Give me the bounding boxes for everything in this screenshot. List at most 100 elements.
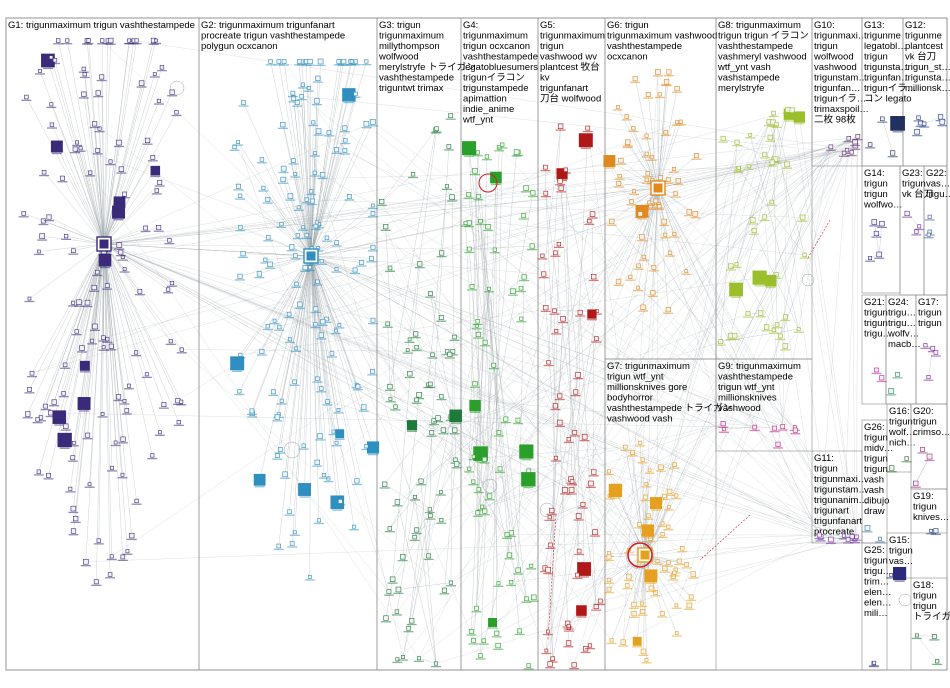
- edge: [418, 187, 659, 659]
- node: [101, 335, 106, 340]
- node: [62, 362, 68, 368]
- node: [279, 222, 284, 227]
- node: [314, 459, 320, 466]
- node-label-bar: [316, 391, 327, 393]
- edges-layer: [23, 40, 943, 665]
- node-label-bar: [591, 609, 602, 611]
- node: [319, 386, 324, 391]
- edge: [785, 316, 821, 537]
- node: [625, 583, 630, 588]
- node-label-bar: [566, 493, 577, 495]
- node: [655, 559, 660, 564]
- edge: [641, 187, 659, 237]
- node-label-bar: [126, 538, 137, 541]
- node: [496, 581, 501, 586]
- node-label-bar: [435, 494, 446, 496]
- node: [694, 153, 700, 159]
- edge: [277, 255, 312, 456]
- edge: [243, 102, 312, 257]
- edge: [469, 187, 659, 250]
- node-label-bar: [163, 292, 174, 294]
- node: [543, 164, 548, 170]
- node: [606, 586, 612, 592]
- node-label-bar: [233, 144, 244, 146]
- edge: [301, 96, 845, 154]
- node-label-bar: [528, 600, 539, 602]
- node: [90, 338, 95, 343]
- node-label-bar: [306, 193, 317, 196]
- node-label-bar: [618, 645, 629, 647]
- node-label-bar: [659, 224, 670, 227]
- edge: [397, 501, 437, 664]
- node-label-bar: [235, 230, 246, 232]
- node: [585, 125, 591, 131]
- node-label-bar: [654, 96, 665, 99]
- node-label-bar: [604, 559, 614, 562]
- edge: [80, 148, 105, 245]
- node: [150, 154, 156, 160]
- node-label-bar: [134, 294, 145, 296]
- edge: [473, 598, 527, 641]
- edge: [366, 123, 857, 537]
- node: [575, 372, 581, 378]
- node: [74, 329, 79, 334]
- node: [81, 91, 87, 97]
- node: [304, 232, 309, 238]
- node: [122, 267, 127, 271]
- node: [563, 167, 568, 172]
- edge: [103, 243, 169, 290]
- node-label-bar: [54, 424, 65, 426]
- node-label-bar: [671, 635, 682, 637]
- edge: [641, 554, 646, 604]
- node: [150, 453, 155, 458]
- node-label-bar: [37, 239, 48, 241]
- edge: [518, 164, 788, 571]
- node: [631, 126, 636, 131]
- node: [105, 337, 110, 342]
- node: [317, 58, 324, 65]
- node-label-bar: [392, 505, 403, 507]
- node-label-bar: [361, 64, 372, 66]
- node: [662, 493, 667, 499]
- node: [79, 345, 85, 351]
- edge: [103, 243, 132, 536]
- node: [751, 228, 757, 234]
- node: [322, 473, 326, 477]
- node: [77, 397, 91, 410]
- node-label-bar: [368, 207, 378, 210]
- edge: [774, 428, 849, 540]
- node: [855, 133, 861, 139]
- node: [313, 223, 319, 229]
- edge: [485, 211, 643, 343]
- node: [720, 421, 726, 427]
- node-label-bar: [573, 378, 584, 380]
- node: [607, 469, 611, 474]
- node-label-bar: [521, 191, 532, 193]
- node-label-bar: [652, 75, 663, 77]
- edge: [63, 243, 105, 394]
- node: [606, 551, 612, 556]
- node-label-bar: [635, 216, 646, 219]
- node-label-bar: [588, 279, 599, 282]
- node-label-bar: [759, 157, 770, 159]
- node: [116, 242, 123, 248]
- node-label-bar: [772, 327, 783, 329]
- node: [317, 433, 323, 439]
- node: [287, 509, 292, 514]
- node: [577, 309, 583, 315]
- node-label-bar: [238, 256, 249, 259]
- node: [176, 420, 181, 425]
- node-label-bar: [729, 338, 740, 341]
- node-label-bar: [648, 270, 659, 272]
- node: [524, 596, 529, 602]
- node-label-bar: [427, 357, 438, 359]
- node: [46, 214, 52, 220]
- node-label-bar: [21, 99, 32, 101]
- node: [745, 311, 751, 317]
- node: [43, 403, 49, 409]
- edge: [916, 635, 935, 637]
- node: [270, 389, 276, 395]
- edge: [239, 195, 312, 257]
- node: [615, 278, 622, 285]
- node-label-bar: [468, 484, 479, 486]
